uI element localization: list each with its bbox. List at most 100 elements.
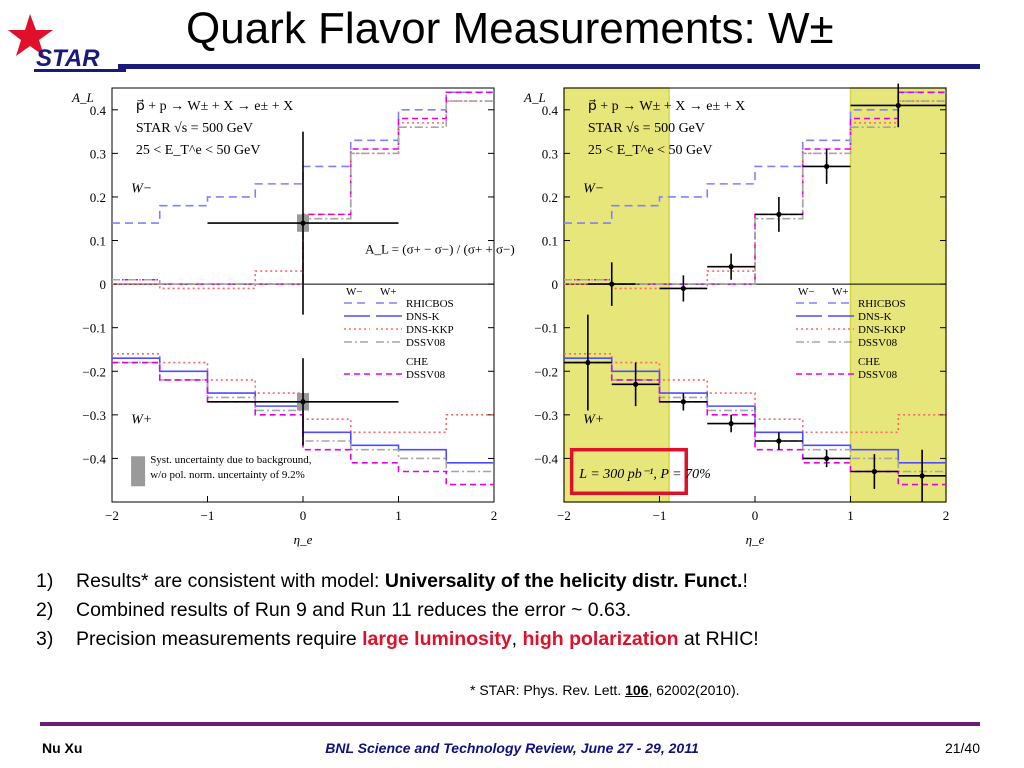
data-point — [300, 220, 306, 226]
bullet-text: Universality of the helicity distr. Func… — [384, 570, 743, 592]
y-tick-label: 0.4 — [90, 103, 107, 118]
region-label-w-minus: W− — [583, 182, 604, 197]
x-tick-label: 2 — [943, 508, 950, 523]
legend-entry: DNS-KKP — [858, 324, 906, 336]
y-tick-label: −0.4 — [534, 451, 558, 466]
y-tick-label: 0.3 — [90, 146, 106, 161]
region-label-w-plus: W+ — [131, 413, 152, 428]
footer-event: BNL Science and Technology Review, June … — [325, 740, 699, 756]
bullet-list: 1) Results* are consistent with model: Un… — [36, 570, 759, 657]
footer-page-number: 21/40 — [944, 740, 980, 756]
legend-header-w-minus: W− — [346, 286, 363, 298]
y-axis-label: A_L — [71, 90, 94, 105]
data-point — [776, 211, 782, 217]
data-point — [824, 455, 830, 462]
x-axis-label: η_e — [294, 532, 313, 547]
y-tick-label: −0.3 — [82, 408, 106, 423]
x-tick-label: −1 — [653, 508, 667, 523]
data-point — [871, 468, 877, 475]
region-label-w-plus: W+ — [583, 413, 604, 428]
star-logo-icon — [8, 14, 53, 56]
chart-header-line: STAR √s = 500 GeV — [588, 121, 705, 136]
chart-right: −0.4 −0.3 −0.2 −0.1 0 0.1 0.2 0.3 0.4 −2 −1 0 1 2 A_L η… — [523, 83, 950, 547]
y-tick-label: −0.1 — [82, 321, 106, 336]
data-point — [680, 285, 686, 292]
data-point — [585, 359, 591, 366]
legend-header-w-plus: W+ — [832, 286, 849, 298]
y-tick-label: 0.4 — [542, 103, 559, 118]
highlight-band — [563, 87, 670, 503]
data-point — [776, 438, 782, 444]
legend-entry: DSSV08 — [858, 337, 898, 349]
x-tick-label: 1 — [847, 508, 854, 523]
bullet-number: 2) — [36, 599, 54, 621]
y-tick-label: −0.3 — [534, 408, 558, 423]
y-tick-label: −0.2 — [82, 364, 106, 379]
x-tick-label: 0 — [752, 508, 759, 523]
bullet-item: 3) Precision measurements require large l… — [36, 628, 759, 651]
legend-entry: DNS-K — [858, 311, 892, 323]
reference-suffix: , 62002(2010). — [648, 682, 740, 698]
data-point — [633, 381, 639, 387]
syst-note-line: w/o pol. norm. uncertainty of 9.2% — [150, 469, 305, 481]
y-tick-label: 0.1 — [542, 234, 558, 249]
data-point — [300, 399, 306, 405]
title-rule — [118, 64, 980, 69]
series-dssv08-w- — [112, 100, 494, 285]
highlight-band — [849, 87, 947, 503]
bullet-text: Precision measurements require — [76, 628, 363, 650]
syst-legend-swatch — [131, 456, 146, 487]
legend-entry: CHE — [858, 356, 880, 368]
series-rhicbos-w- — [564, 91, 946, 224]
chart-header-line: 25 < E_T^e < 50 GeV — [588, 143, 713, 158]
legend-entry: CHE — [406, 356, 428, 368]
bullet-item: 2) Combined results of Run 9 and Run 11 r… — [36, 599, 759, 622]
bullet-text: Results* are consistent with model: — [76, 570, 385, 592]
chart-header-line: 25 < E_T^e < 50 GeV — [136, 143, 261, 158]
legend-entry: DSSV08 — [858, 369, 898, 381]
y-tick-label: 0.3 — [542, 146, 558, 161]
chart-header-line: STAR √s = 500 GeV — [136, 121, 253, 136]
y-tick-label: 0.2 — [90, 190, 106, 205]
x-tick-label: −2 — [105, 508, 119, 523]
legend-entry: DNS-KKP — [406, 324, 454, 336]
bullet-item: 1) Results* are consistent with model: Un… — [36, 570, 759, 593]
y-tick-label: −0.4 — [82, 451, 106, 466]
reference-volume: 106 — [625, 682, 649, 698]
luminosity-box — [569, 447, 688, 496]
x-tick-label: 1 — [395, 508, 402, 523]
x-axis-label: η_e — [746, 532, 765, 547]
y-tick-label: 0.1 — [90, 234, 106, 249]
y-tick-label: 0 — [100, 277, 107, 292]
series-dns-kkp-w+ — [564, 353, 946, 434]
bullet-number: 1) — [36, 570, 54, 592]
bullet-text: , — [511, 628, 523, 650]
slide-title: Quark Flavor Measurements: W± — [186, 4, 834, 53]
star-logo: STAR — [8, 14, 126, 72]
footer-author: Nu Xu — [42, 740, 83, 756]
data-point — [680, 399, 686, 405]
bullet-text: ! — [742, 570, 748, 592]
bullet-text: at RHIC! — [678, 628, 759, 650]
legend-entry: RHICBOS — [858, 298, 906, 310]
region-label-w-minus: W− — [131, 182, 152, 197]
bullet-text: high polarization — [522, 628, 679, 650]
legend-entry: RHICBOS — [406, 298, 454, 310]
asymmetry-formula: A_L = (σ+ − σ−) / (σ+ + σ−) — [365, 242, 515, 257]
data-point — [728, 420, 734, 427]
x-tick-label: −2 — [557, 508, 571, 523]
x-tick-label: −1 — [201, 508, 215, 523]
data-point — [895, 102, 901, 109]
reference-note: * STAR: Phys. Rev. Lett. 106, 62002(2010… — [470, 682, 740, 698]
legend-entry: DNS-K — [406, 311, 440, 323]
chart-header-line: p⃗ + p → W± + X → e± + X — [588, 99, 745, 114]
bullet-text: Combined results of Run 9 and Run 11 red… — [76, 599, 632, 621]
y-tick-label: 0.2 — [542, 190, 558, 205]
data-point — [609, 281, 615, 287]
chart-header-line: p⃗ + p → W± + X → e± + X — [136, 99, 293, 114]
x-tick-label: 2 — [491, 508, 498, 523]
legend-header-w-minus: W− — [798, 286, 815, 298]
bullet-number: 3) — [36, 628, 54, 650]
reference-prefix: * STAR: Phys. Rev. Lett. — [470, 682, 626, 698]
y-tick-label: −0.2 — [534, 364, 558, 379]
